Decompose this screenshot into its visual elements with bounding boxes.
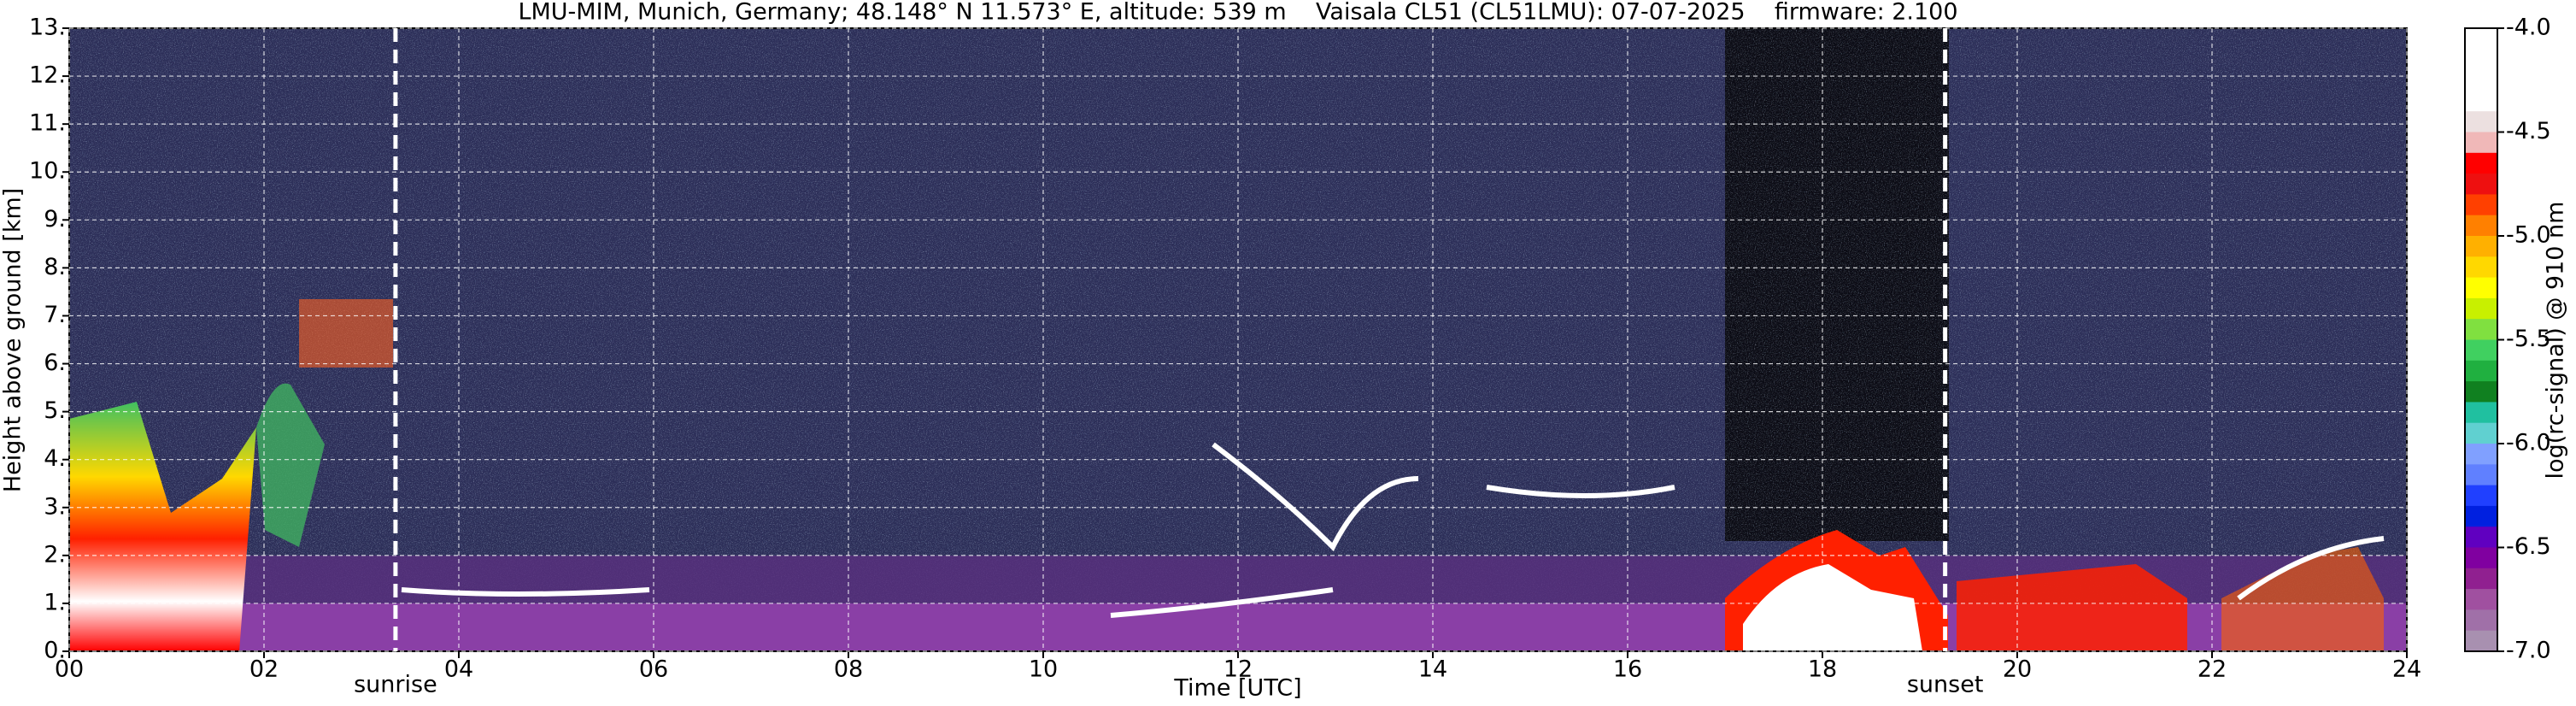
colorbar-swatch: [2465, 464, 2497, 486]
chart-title: LMU-MIM, Munich, Germany; 48.148° N 11.5…: [518, 0, 1957, 26]
x-tick-label: 04: [444, 656, 473, 683]
colorbar-swatch: [2465, 174, 2497, 195]
colorbar-swatch: [2465, 215, 2497, 237]
colorbar-tick-label: -5.5: [2506, 326, 2551, 352]
x-tick-label: 00: [55, 656, 84, 683]
y-tick-label: 11.: [29, 110, 66, 137]
y-tick-label: 4.: [44, 445, 66, 472]
colorbar-swatch: [2465, 485, 2497, 507]
colorbar-swatch: [2465, 69, 2497, 91]
colorbar-tick-label: -6.5: [2506, 533, 2551, 560]
y-tick-label: 3.: [44, 493, 66, 520]
colorbar-swatch: [2465, 28, 2497, 50]
colorbar-swatch: [2465, 277, 2497, 299]
colorbar-swatch: [2465, 319, 2497, 340]
colorbar-swatch: [2465, 111, 2497, 132]
x-tick-label: 08: [834, 656, 863, 683]
colorbar-swatch: [2465, 236, 2497, 257]
y-axis-label: Height above ground [km]: [0, 188, 26, 492]
y-tick-label: 12.: [29, 62, 66, 89]
colorbar-swatch: [2465, 360, 2497, 382]
x-tick-label: 16: [1613, 656, 1642, 683]
colorbar-swatch: [2465, 381, 2497, 403]
colorbar-swatch: [2465, 444, 2497, 465]
x-tick-label: 06: [639, 656, 668, 683]
colorbar-swatch: [2465, 49, 2497, 71]
colorbar-swatch: [2465, 609, 2497, 632]
colorbar-swatch: [2465, 630, 2497, 652]
x-tick-label: 02: [249, 656, 279, 683]
colorbar-tick-label: -6.0: [2506, 430, 2551, 456]
colorbar-swatch: [2465, 152, 2497, 174]
colorbar-swatch: [2465, 527, 2497, 548]
colorbar-tick-label: -7.0: [2506, 638, 2551, 664]
colorbar-swatch: [2465, 90, 2497, 112]
annotation-label: sunrise: [354, 672, 437, 698]
y-tick-label: 1.: [44, 589, 66, 615]
y-tick-label: 9.: [44, 206, 66, 232]
y-tick-label: 7.: [44, 302, 66, 328]
y-tick-label: 5.: [44, 397, 66, 424]
colorbar-swatch: [2465, 297, 2497, 320]
y-tick-label: 0.: [44, 638, 66, 664]
x-tick-label: 12: [1223, 656, 1253, 683]
colorbar-tick-label: -4.5: [2506, 118, 2551, 144]
colorbar-swatch: [2465, 505, 2497, 527]
x-tick-label: 22: [2198, 656, 2227, 683]
y-tick-label: 13.: [29, 15, 66, 41]
x-tick-label: 20: [2003, 656, 2032, 683]
colorbar-tick-label: -5.0: [2506, 222, 2551, 249]
y-tick-label: 2.: [44, 541, 66, 568]
y-tick-label: 8.: [44, 254, 66, 280]
colorbar-swatch: [2465, 568, 2497, 590]
x-tick-label: 18: [1808, 656, 1837, 683]
colorbar-swatch: [2465, 589, 2497, 610]
colorbar-swatch: [2465, 194, 2497, 216]
x-tick-label: 10: [1029, 656, 1058, 683]
annotation-label: sunset: [1907, 672, 1984, 698]
x-tick-label: 14: [1418, 656, 1447, 683]
x-tick-label: 24: [2392, 656, 2421, 683]
colorbar-swatch: [2465, 339, 2497, 362]
y-tick-label: 6.: [44, 350, 66, 376]
colorbar-swatch: [2465, 402, 2497, 424]
colorbar-swatch: [2465, 256, 2497, 279]
colorbar-label: log(rc-signal) @ 910 nm: [2543, 202, 2569, 479]
x-axis-label: Time [UTC]: [1173, 675, 1301, 702]
colorbar-swatch: [2465, 132, 2497, 154]
colorbar-swatch: [2465, 422, 2497, 444]
colorbar-swatch: [2465, 547, 2497, 569]
y-tick-label: 10.: [29, 158, 66, 185]
colorbar-tick-label: -4.0: [2506, 15, 2551, 41]
